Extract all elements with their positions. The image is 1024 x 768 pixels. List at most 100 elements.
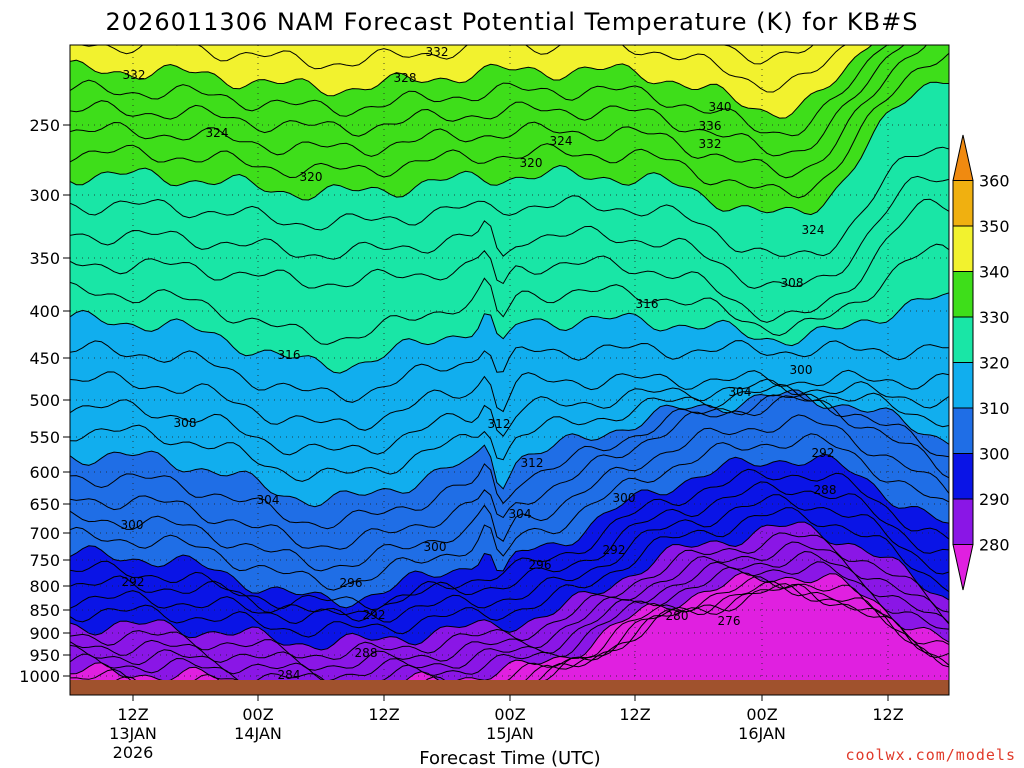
y-tick-label: 500 [29, 391, 60, 410]
contour-line [70, 532, 949, 660]
contour-label: 300 [121, 518, 144, 532]
contour-label: 308 [781, 276, 804, 290]
contour-label: 324 [802, 223, 825, 237]
contour-line [70, 198, 949, 323]
contour-line [70, 414, 949, 572]
contour-line [70, 507, 949, 638]
contour-line [70, 561, 949, 691]
contour-label: 300 [613, 491, 636, 505]
contour-label: 296 [529, 558, 552, 572]
contour-label: 300 [790, 363, 813, 377]
contour-label: 300 [424, 540, 447, 554]
contour-line [70, 378, 949, 456]
y-tick-label: 650 [29, 495, 60, 514]
contour-line [70, 550, 949, 682]
colorbar-swatch [952, 407, 974, 454]
contour-label: 332 [699, 137, 722, 151]
contour-label: 292 [603, 543, 626, 557]
contour-label: 308 [174, 416, 197, 430]
x-tick-label-line3: 2026 [113, 743, 154, 762]
contour-label: 276 [718, 614, 741, 628]
credit-text: coolwx.com/models [845, 746, 1016, 764]
contour-line [70, 572, 949, 695]
contour-label: 336 [699, 119, 722, 133]
contour-label: 304 [509, 507, 532, 521]
contour-label: 328 [394, 71, 417, 85]
colorbar-label: 340 [979, 263, 1010, 282]
colorbar-label: 350 [979, 217, 1010, 236]
contour-label: 340 [709, 100, 732, 114]
contour-label: 312 [521, 456, 544, 470]
x-tick-label-line2: 13JAN [109, 724, 157, 743]
colorbar-swatch [952, 271, 974, 318]
colorbar-swatch [952, 453, 974, 500]
x-tick-label-line2: 15JAN [486, 724, 534, 743]
y-tick-label: 850 [29, 601, 60, 620]
colorbar-label: 320 [979, 354, 1010, 373]
contour-label: 324 [550, 134, 573, 148]
contour-label: 292 [363, 608, 386, 622]
colorbar-label: 300 [979, 445, 1010, 464]
grid-lines [70, 45, 949, 680]
colorbar-swatch [952, 180, 974, 227]
contour-label: 292 [812, 446, 835, 460]
contour-line [70, 453, 949, 609]
contour-label: 316 [636, 297, 659, 311]
x-tick-label-line1: 12Z [872, 705, 903, 724]
contour-line [81, 45, 847, 93]
contour-line [70, 52, 949, 199]
contour-line [70, 175, 949, 289]
y-tick-label: 800 [29, 577, 60, 596]
contour-line [70, 45, 928, 179]
contour-line [70, 81, 949, 216]
contour-line [70, 243, 949, 345]
contour-line [70, 45, 905, 157]
colorbar-swatch [952, 134, 974, 181]
y-axis: 250 300 350 400 450 500 550 600 650 700 750 800 850 9… [19, 116, 70, 686]
contour-label: 280 [666, 609, 689, 623]
contour-label: 296 [340, 576, 363, 590]
colorbar-label: 330 [979, 308, 1010, 327]
contour-line [70, 468, 949, 622]
y-tick-label: 950 [29, 646, 60, 665]
x-tick-label-line2: 14JAN [234, 724, 282, 743]
contour-line [70, 369, 949, 431]
contour-line [70, 292, 949, 374]
contour-line [721, 45, 814, 65]
y-tick-label: 550 [29, 428, 60, 447]
x-tick-label-line2: 16JAN [738, 724, 786, 743]
y-tick-label: 750 [29, 551, 60, 570]
y-tick-label: 600 [29, 463, 60, 482]
contour-line [70, 433, 949, 591]
temperature-band-340 [70, 45, 949, 119]
contour-line [70, 393, 949, 530]
contour-line [70, 521, 949, 651]
contour-line [70, 481, 949, 611]
colorbar-swatch [952, 498, 974, 545]
temperature-bands [70, 45, 949, 695]
contour-label: 304 [729, 385, 752, 399]
y-tick-label: 350 [29, 249, 60, 268]
colorbar-label: 360 [979, 172, 1010, 191]
contour-label: 288 [814, 483, 837, 497]
contour-label: 320 [520, 156, 543, 170]
chart-title: 2026011306 NAM Forecast Potential Temper… [106, 8, 919, 36]
y-tick-label: 300 [29, 186, 60, 205]
contour-line [70, 146, 949, 257]
contour-label: 284 [278, 668, 301, 682]
ground-surface [70, 680, 949, 695]
contour-label: 312 [488, 417, 511, 431]
x-tick-label-line1: 00Z [746, 705, 777, 724]
contour-label: 292 [122, 575, 145, 589]
x-tick-label-line1: 12Z [368, 705, 399, 724]
y-tick-label: 450 [29, 349, 60, 368]
y-tick-label: 700 [29, 524, 60, 543]
contour-labels: 332 332 328 340 336 332 324 324 320 320 324 316 312 3… [121, 45, 837, 682]
x-tick-label-line1: 12Z [619, 705, 650, 724]
contour-label: 320 [300, 170, 323, 184]
contour-label: 316 [278, 348, 301, 362]
contour-label: 324 [206, 126, 229, 140]
x-tick-label-line1: 00Z [242, 705, 273, 724]
